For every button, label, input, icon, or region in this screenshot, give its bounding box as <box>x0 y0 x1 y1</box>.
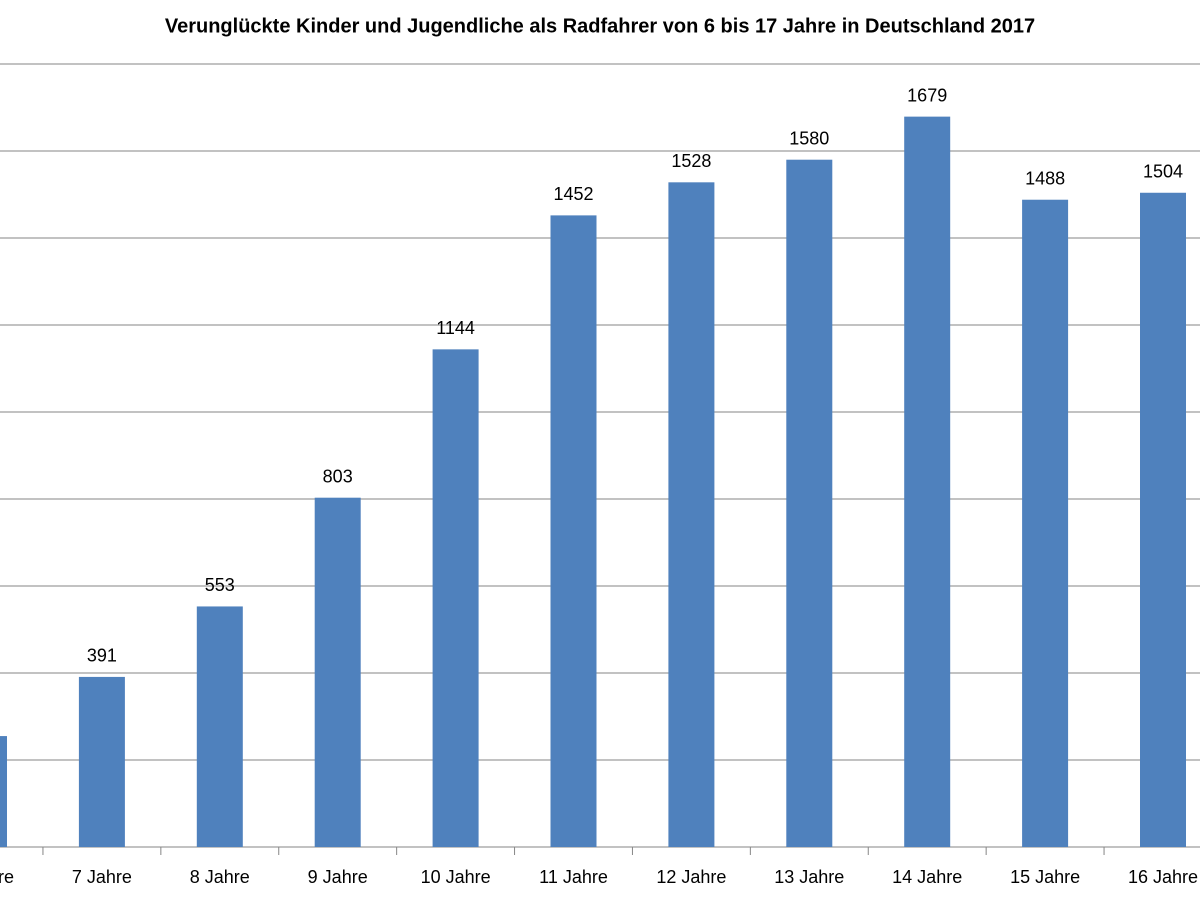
bar <box>1022 199 1069 848</box>
value-label: 803 <box>323 466 353 486</box>
chart-title: Verunglückte Kinder und Jugendliche als … <box>165 15 1035 37</box>
value-label: 391 <box>87 646 117 666</box>
value-label: 553 <box>205 575 235 595</box>
value-label: 1679 <box>907 85 947 105</box>
x-tick-label: 12 Jahre <box>656 867 726 887</box>
value-label: 1488 <box>1025 168 1065 188</box>
bar <box>314 497 361 847</box>
x-tick-label: 13 Jahre <box>774 867 844 887</box>
bar <box>786 159 833 847</box>
bar <box>668 182 715 847</box>
value-label: 1528 <box>671 151 711 171</box>
bar <box>432 349 479 847</box>
bar <box>0 736 7 847</box>
value-label: 1452 <box>553 184 593 204</box>
bar <box>550 215 597 847</box>
x-tick-label: 6 Jahre <box>0 867 14 887</box>
bar <box>1140 192 1186 847</box>
x-tick-label: 8 Jahre <box>190 867 250 887</box>
value-label: 1144 <box>436 318 475 338</box>
x-tick-label: 16 Jahre <box>1128 867 1198 887</box>
bar <box>78 676 125 847</box>
x-tick-label: 7 Jahre <box>72 867 132 887</box>
bar <box>196 606 243 847</box>
value-label: 1580 <box>789 128 829 148</box>
x-tick-label: 15 Jahre <box>1010 867 1080 887</box>
x-tick-label: 10 Jahre <box>421 867 491 887</box>
value-label: 1504 <box>1143 162 1183 182</box>
x-tick-label: 9 Jahre <box>308 867 368 887</box>
x-tick-label: 11 Jahre <box>539 867 608 887</box>
bar <box>904 116 951 847</box>
x-tick-label: 14 Jahre <box>892 867 962 887</box>
